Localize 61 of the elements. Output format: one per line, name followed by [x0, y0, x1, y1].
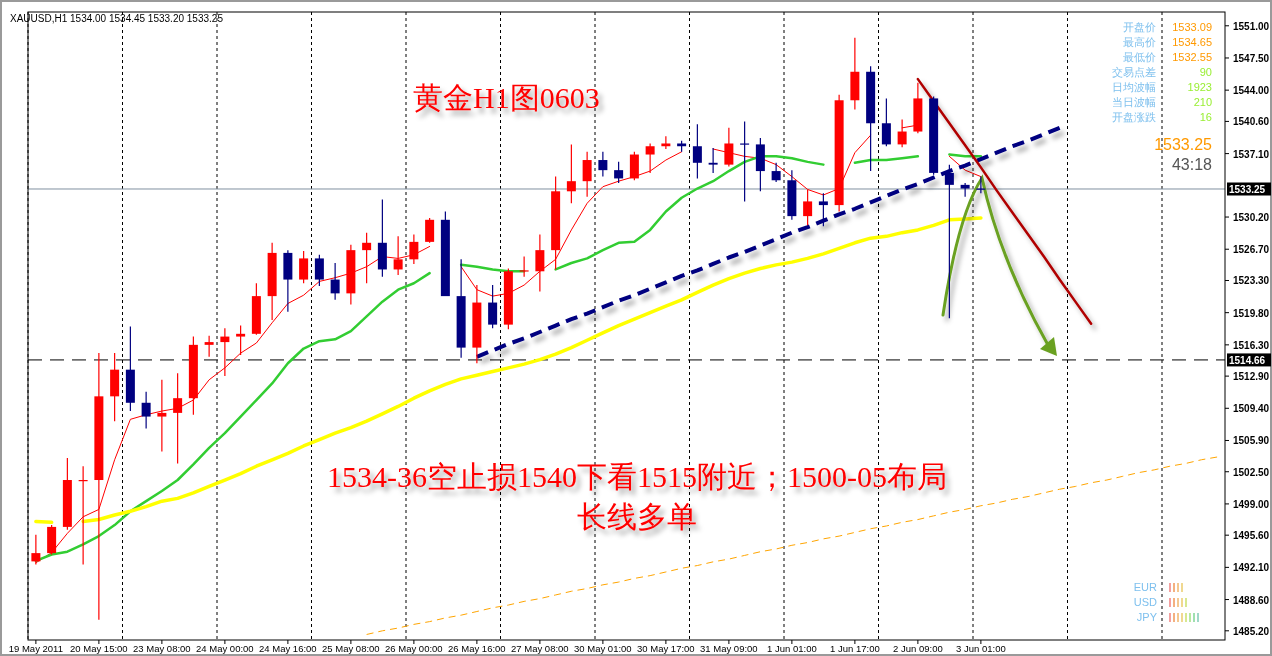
x-tick-label: 30 May 17:00: [637, 643, 695, 654]
annotation: 开盘价: [1123, 21, 1156, 33]
y-tick-label: 1499.00: [1233, 498, 1270, 510]
annotation: 1923: [1187, 81, 1212, 93]
annotation: 1534.65: [1172, 36, 1212, 48]
annotation: 最高价: [1123, 36, 1156, 48]
annotation: 43:18: [1171, 156, 1213, 173]
y-tick-label: 1526.70: [1233, 244, 1270, 256]
annotation: 1533.09: [1172, 21, 1212, 33]
ref-line-label: 1514.66: [1229, 354, 1266, 366]
x-tick-label: 19 May 2011: [8, 643, 63, 654]
annotation: EUR: [1133, 581, 1158, 593]
x-tick-label: 25 May 08:00: [322, 643, 380, 654]
annotation: 1532.55: [1172, 51, 1212, 63]
y-tick-label: 1492.10: [1233, 562, 1270, 574]
y-tick-label: 1512.90: [1233, 371, 1270, 383]
x-tick-label: 3 Jun 01:00: [956, 643, 1006, 654]
y-tick-label: 1544.00: [1233, 85, 1270, 97]
annotation: 210: [1193, 96, 1212, 108]
y-tick-label: 1530.20: [1233, 212, 1270, 224]
annotation: 1533.25: [1154, 136, 1213, 153]
x-tick-label: 1 Jun 17:00: [830, 643, 880, 654]
y-tick-label: 1519.80: [1233, 307, 1270, 319]
x-tick-label: 26 May 16:00: [448, 643, 506, 654]
y-tick-label: 1505.90: [1233, 435, 1270, 447]
y-tick-label: 1485.20: [1233, 625, 1270, 637]
annotation: 交易点差: [1112, 66, 1156, 78]
x-tick-label: 23 May 08:00: [133, 643, 191, 654]
x-tick-label: 31 May 09:00: [700, 643, 758, 654]
y-tick-label: 1516.30: [1233, 339, 1270, 351]
annotation: 当日波幅: [1112, 96, 1156, 108]
y-tick-label: 1495.60: [1233, 530, 1270, 542]
x-tick-label: 1 Jun 01:00: [767, 643, 817, 654]
annotation: USD: [1133, 596, 1158, 608]
y-tick-label: 1540.60: [1233, 116, 1270, 128]
annotation: 开盘涨跌: [1112, 111, 1156, 123]
x-tick-label: 24 May 00:00: [196, 643, 254, 654]
ref-line-label: 1533.25: [1229, 184, 1266, 195]
annotation: 16: [1199, 111, 1212, 123]
y-tick-label: 1509.40: [1233, 403, 1270, 415]
x-tick-label: 30 May 01:00: [574, 643, 632, 654]
x-tick-label: 26 May 00:00: [385, 643, 443, 654]
y-tick-label: 1537.10: [1233, 148, 1270, 160]
y-tick-label: 1547.50: [1233, 52, 1270, 64]
y-tick-label: 1523.30: [1233, 275, 1270, 287]
annotation: JPY: [1136, 611, 1158, 623]
annotation: XAUUSD,H1 1534.00 1534.45 1533.20 1533.25: [10, 13, 224, 24]
x-tick-label: 20 May 15:00: [70, 643, 128, 654]
annotation: 日均波幅: [1112, 81, 1156, 93]
annotation: 90: [1199, 66, 1212, 78]
x-tick-label: 24 May 16:00: [259, 643, 317, 654]
annotation: 1534-36空止损1540下看1515附近；1500-05布局: [327, 460, 947, 493]
y-tick-label: 1551.00: [1233, 20, 1270, 32]
text: 黄金H1图0603: [413, 81, 600, 114]
annotation: 最低价: [1123, 51, 1156, 63]
line-series: [916, 77, 1093, 325]
annotation: 长线多单: [577, 500, 697, 533]
x-tick-label: 27 May 08:00: [511, 643, 569, 654]
y-tick-label: 1488.60: [1233, 594, 1270, 606]
x-tick-label: 2 Jun 09:00: [893, 643, 943, 654]
y-tick-label: 1502.50: [1233, 466, 1270, 478]
